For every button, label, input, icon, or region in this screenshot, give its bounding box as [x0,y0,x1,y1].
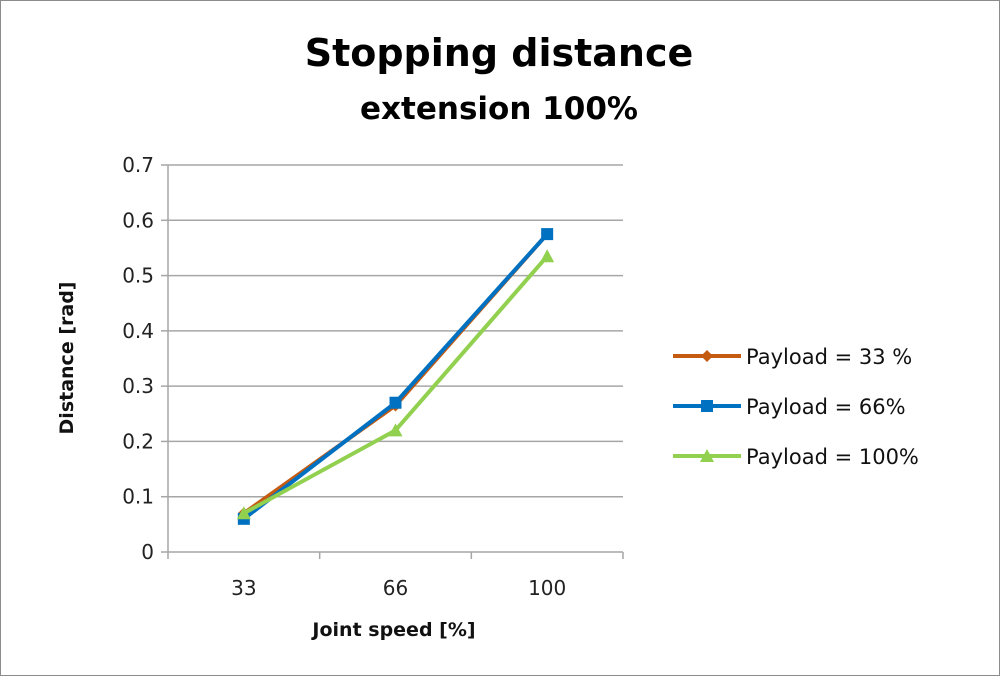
legend-item: Payload = 33 % [673,345,912,369]
y-tick-label: 0 [141,540,154,564]
square-marker [541,228,554,241]
y-axis-label: Distance [rad] [56,282,78,435]
diamond-marker [701,350,713,362]
square-marker [701,400,713,412]
x-tick-label: 66 [383,576,408,600]
triangle-marker [236,506,251,520]
y-tick-label: 0.6 [122,208,154,232]
legend-item: Payload = 66% [673,395,906,419]
chart-title: Stopping distance [305,31,694,75]
y-tick-label: 0.3 [122,374,154,398]
series-2 [237,228,554,525]
legend-label: Payload = 66% [746,395,906,419]
x-tick-label: 100 [528,576,566,600]
y-tick-label: 0.7 [122,153,154,177]
legend-item: Payload = 100% [673,445,919,469]
x-axis-label: Joint speed [%] [310,619,475,641]
y-tick-label: 0.4 [122,319,154,343]
triangle-marker [700,449,714,462]
y-tick-label: 0.2 [122,429,154,453]
legend-label: Payload = 100% [746,445,919,469]
series-line [242,254,549,516]
triangle-marker [540,249,555,263]
series-line [242,232,549,521]
series-1 [237,228,554,520]
x-tick-label: 33 [231,576,256,600]
square-marker [389,396,402,409]
chart-subtitle: extension 100% [360,91,638,127]
y-tick-label: 0.5 [122,264,154,288]
triangle-marker [388,423,403,437]
legend-label: Payload = 33 % [746,345,912,369]
y-tick-label: 0.1 [122,485,154,509]
series-3 [236,249,555,520]
